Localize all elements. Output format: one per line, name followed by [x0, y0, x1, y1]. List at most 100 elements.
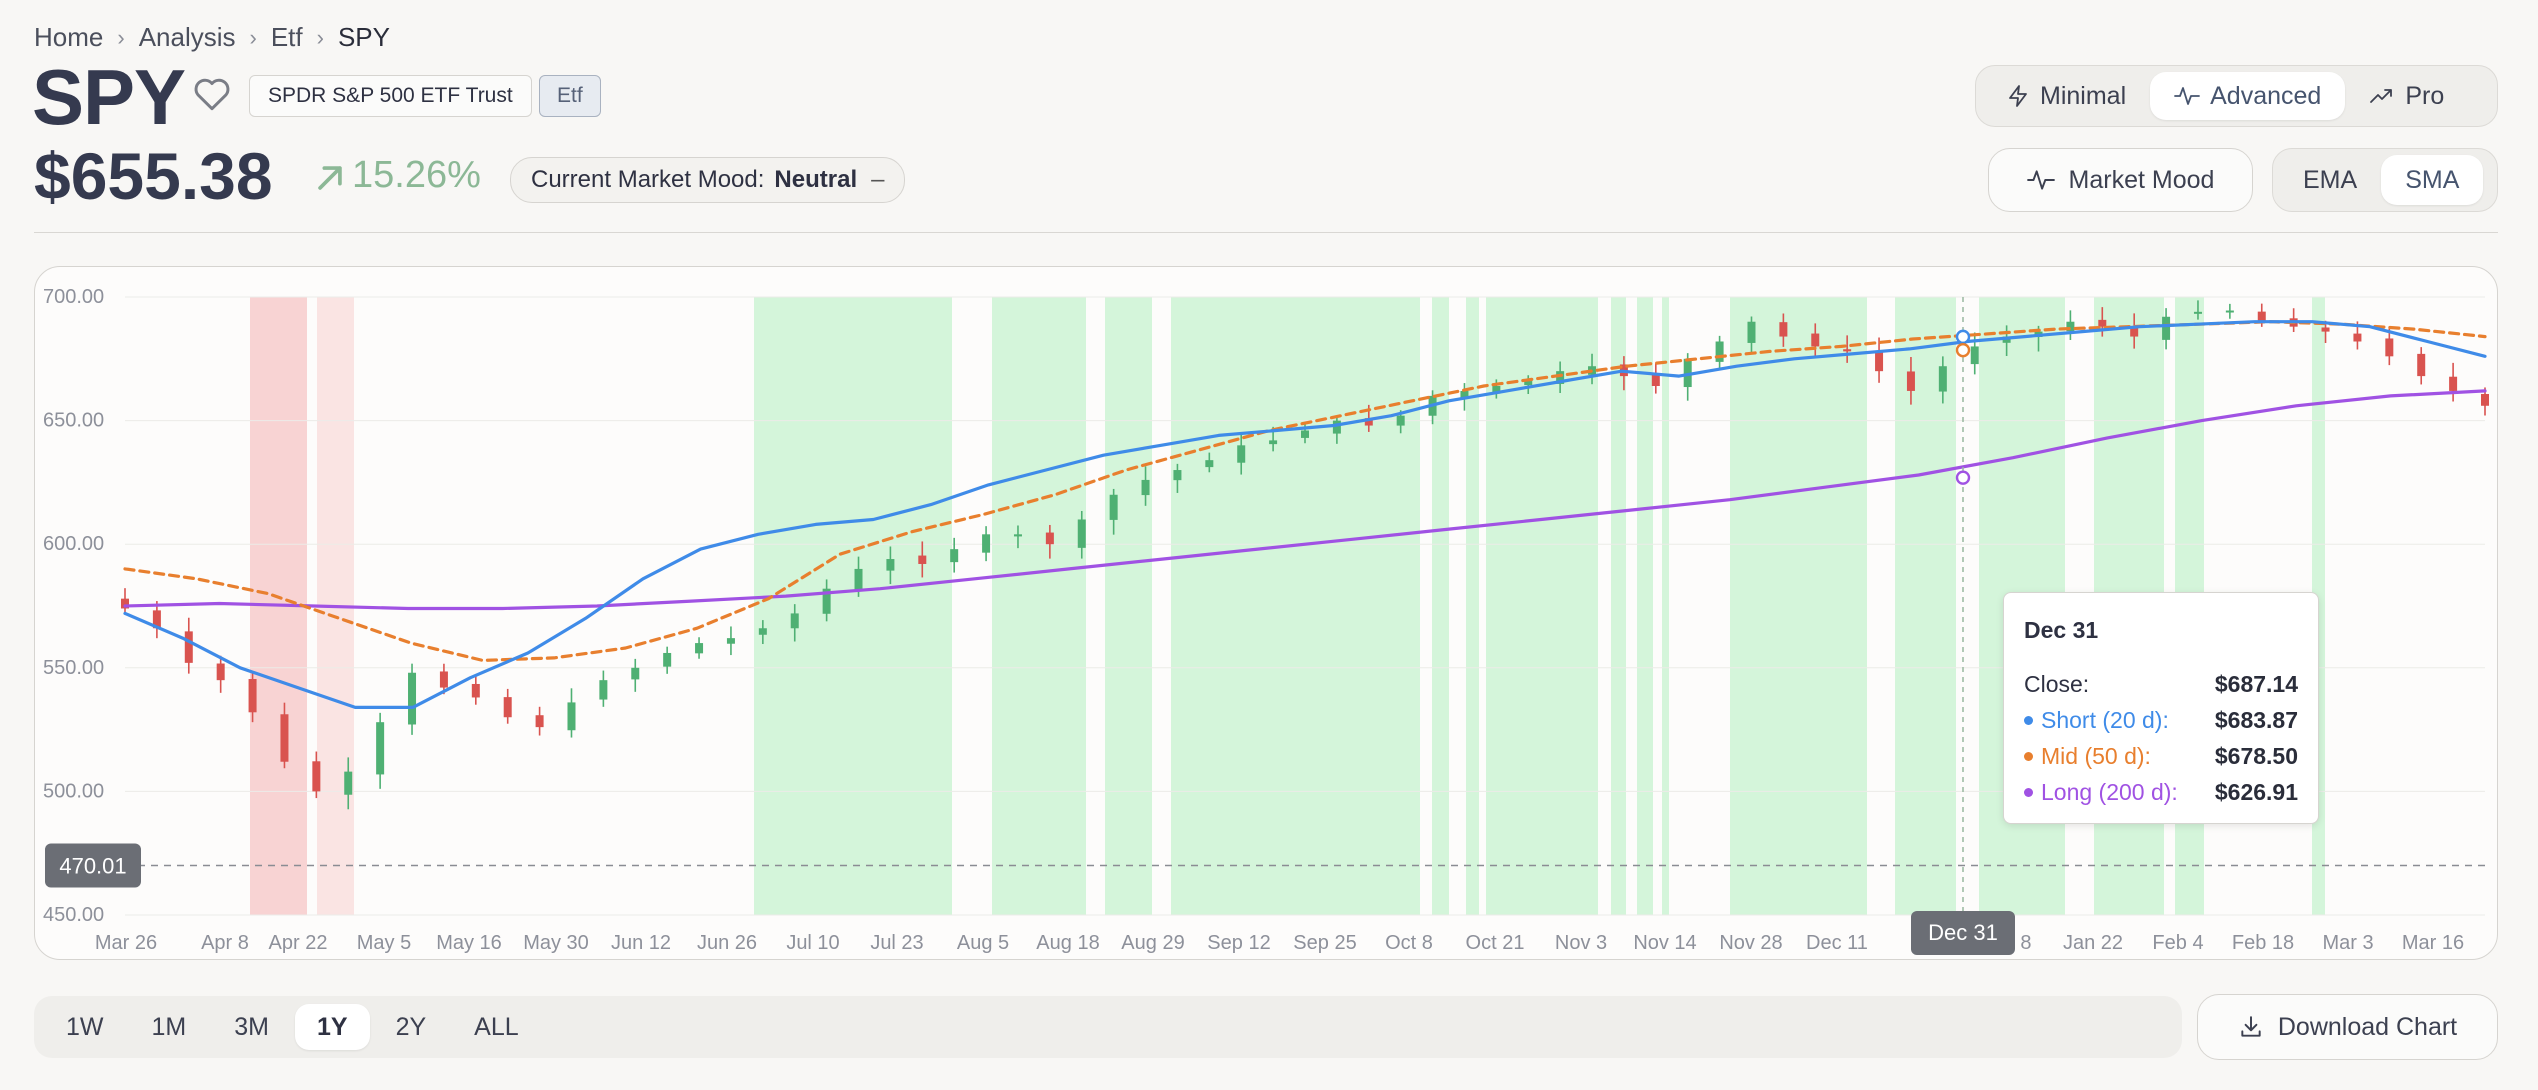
- candle-body[interactable]: [439, 671, 448, 688]
- candle-body[interactable]: [2257, 311, 2266, 322]
- candle-body[interactable]: [471, 683, 480, 698]
- mood-neutral-icon: –: [871, 166, 885, 193]
- candle-body[interactable]: [758, 628, 767, 635]
- market-mood-button[interactable]: Market Mood: [1988, 148, 2253, 212]
- candle-body[interactable]: [1364, 418, 1373, 426]
- candle-body[interactable]: [1109, 494, 1118, 520]
- ma-type-sma[interactable]: SMA: [2381, 155, 2484, 205]
- candle-body[interactable]: [376, 722, 385, 775]
- candle-body[interactable]: [663, 652, 672, 667]
- crosshair-marker: [1955, 470, 1971, 485]
- candle-body[interactable]: [918, 555, 927, 564]
- x-tick-label: Jul 10: [786, 932, 839, 954]
- candle-body[interactable]: [822, 588, 831, 614]
- candle-body[interactable]: [1747, 321, 1756, 343]
- candle-body[interactable]: [1715, 341, 1724, 362]
- breadcrumb-etf[interactable]: Etf: [270, 22, 303, 52]
- bull-zone: [1486, 297, 1598, 915]
- candle-body[interactable]: [2449, 376, 2458, 391]
- candle-body[interactable]: [1970, 346, 1979, 365]
- candle-body[interactable]: [2385, 338, 2394, 357]
- candle-body[interactable]: [854, 568, 863, 591]
- breadcrumb-analysis[interactable]: Analysis: [138, 22, 236, 52]
- candle-body[interactable]: [280, 714, 289, 762]
- candle-body[interactable]: [2162, 316, 2171, 340]
- range-all[interactable]: ALL: [474, 1012, 519, 1041]
- candle-body[interactable]: [726, 638, 735, 644]
- download-icon: [2241, 1016, 2261, 1037]
- tooltip-long-value: $626.91: [2214, 778, 2298, 805]
- candle-body[interactable]: [2225, 310, 2234, 313]
- candle-body[interactable]: [1556, 371, 1565, 384]
- candle-body[interactable]: [631, 667, 640, 680]
- candle-body[interactable]: [695, 643, 704, 654]
- range-1m[interactable]: 1M: [151, 1012, 187, 1041]
- candle-body[interactable]: [2417, 353, 2426, 377]
- candle-body[interactable]: [1301, 430, 1309, 438]
- candle-body[interactable]: [1651, 374, 1660, 386]
- candle-body[interactable]: [248, 678, 257, 713]
- candle-body[interactable]: [2193, 311, 2202, 314]
- candle-body[interactable]: [1492, 385, 1501, 394]
- header-divider: [34, 232, 2498, 233]
- candle-body[interactable]: [1875, 351, 1884, 372]
- candle-body[interactable]: [1683, 358, 1692, 388]
- candle-body[interactable]: [1811, 333, 1820, 347]
- candle-body[interactable]: [567, 702, 576, 731]
- view-mode-minimal[interactable]: Minimal: [1982, 72, 2150, 120]
- candle-body[interactable]: [152, 610, 161, 629]
- candle-body[interactable]: [1460, 390, 1469, 398]
- candle-body[interactable]: [408, 672, 417, 725]
- candle-body[interactable]: [886, 559, 895, 571]
- candle-body[interactable]: [2481, 394, 2489, 406]
- candle-body[interactable]: [1045, 532, 1054, 545]
- candle-body[interactable]: [2098, 319, 2107, 327]
- range-3m[interactable]: 3M: [234, 1012, 269, 1041]
- candle-body[interactable]: [535, 715, 544, 728]
- candle-body[interactable]: [982, 534, 991, 553]
- range-2y[interactable]: 2Y: [395, 1012, 427, 1041]
- candle-body[interactable]: [1077, 519, 1086, 548]
- candle-body[interactable]: [312, 761, 321, 792]
- candle-body[interactable]: [216, 663, 225, 681]
- candle-body[interactable]: [1269, 440, 1278, 445]
- candle-body[interactable]: [1237, 445, 1246, 463]
- candle-body[interactable]: [1396, 415, 1405, 426]
- tooltip-short-row: Short (20 d): $683.87: [2024, 702, 2298, 738]
- breadcrumb-home[interactable]: Home: [34, 22, 104, 52]
- candle-body[interactable]: [790, 613, 799, 629]
- candle-body[interactable]: [1332, 420, 1341, 434]
- candle-body[interactable]: [950, 549, 959, 563]
- candle-body[interactable]: [121, 598, 129, 609]
- candle-body[interactable]: [2066, 321, 2075, 332]
- candle-body[interactable]: [1938, 366, 1947, 392]
- candle-body[interactable]: [1205, 460, 1214, 468]
- x-tick-label: Oct 21: [1466, 932, 1525, 954]
- candle-body[interactable]: [1779, 322, 1788, 337]
- view-mode-pro[interactable]: Pro: [2345, 72, 2468, 120]
- candle-body[interactable]: [344, 771, 353, 795]
- candle-body[interactable]: [1141, 479, 1150, 496]
- candle-body[interactable]: [1013, 534, 1022, 537]
- candle-body[interactable]: [1906, 371, 1915, 391]
- candle-body[interactable]: [1843, 349, 1852, 352]
- range-1y[interactable]: 1Y: [294, 1004, 370, 1050]
- candle-body[interactable]: [2321, 327, 2330, 332]
- time-range-selector: 1W 1M 3M 1Y 2Y ALL: [34, 996, 2182, 1058]
- chart-canvas[interactable]: 700.00 650.00 600.00 550.00 500.00 450.00 470.…: [35, 267, 2498, 960]
- candle-body[interactable]: [184, 631, 193, 663]
- candle-body[interactable]: [2130, 327, 2139, 337]
- heart-icon[interactable]: [192, 76, 232, 112]
- download-chart-button[interactable]: Download Chart: [2197, 994, 2498, 1060]
- view-mode-advanced[interactable]: Advanced: [2150, 72, 2346, 120]
- bull-zone: [1611, 297, 1626, 915]
- candle-body[interactable]: [503, 697, 512, 718]
- candle-body[interactable]: [2353, 333, 2362, 342]
- candle-body[interactable]: [599, 680, 608, 700]
- mood-label: Current Market Mood:: [531, 166, 765, 193]
- candle-body[interactable]: [1173, 470, 1182, 481]
- range-1w[interactable]: 1W: [66, 1012, 104, 1041]
- ma-type-ema[interactable]: EMA: [2303, 165, 2358, 194]
- candle-body[interactable]: [1524, 381, 1533, 386]
- tooltip-close-row: Close: $687.14: [2024, 666, 2298, 702]
